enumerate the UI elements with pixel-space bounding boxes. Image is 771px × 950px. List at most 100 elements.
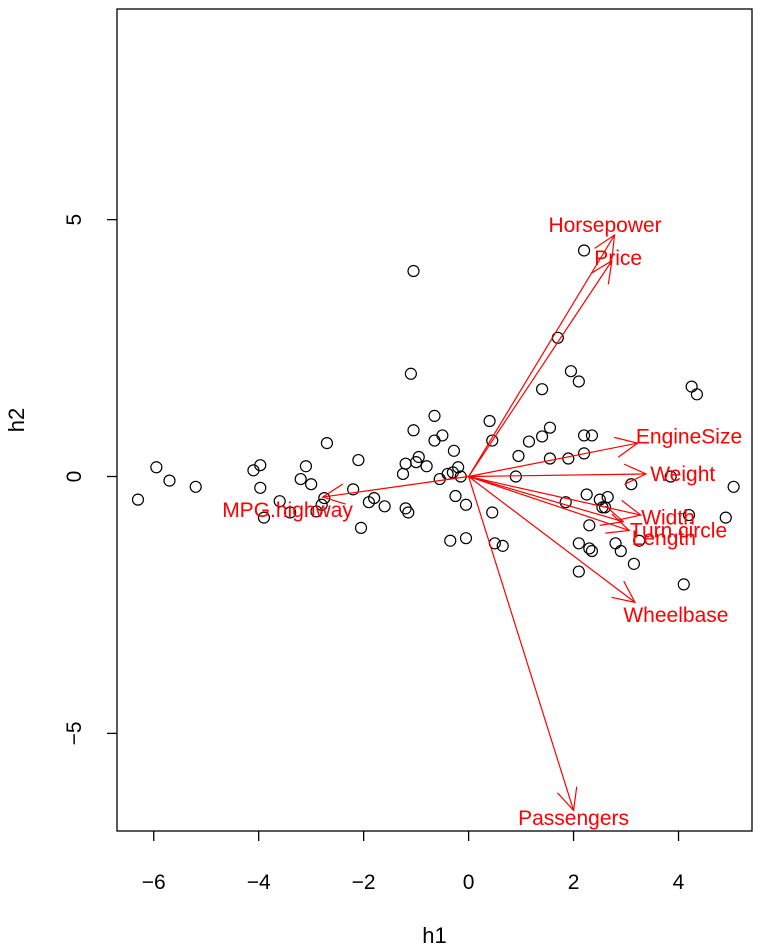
observation-point	[719, 511, 732, 524]
observation-point	[543, 421, 557, 434]
observation-point	[614, 544, 627, 558]
observation-point	[347, 483, 360, 496]
observation-point	[627, 557, 641, 570]
observation-point	[577, 429, 591, 442]
x-axis: −6 −4 −2 0 2 4	[142, 831, 685, 894]
variable-label: MPG.highway	[222, 499, 353, 522]
x-tick-label: 0	[463, 871, 475, 894]
observation-point	[682, 508, 696, 522]
observation-point	[299, 460, 313, 473]
observation-point	[320, 437, 334, 450]
y-tick-label: 0	[63, 471, 86, 483]
variable-label: Price	[594, 247, 642, 270]
observation-point	[378, 500, 391, 513]
observation-point	[189, 480, 202, 493]
observation-point	[407, 424, 420, 437]
variable-labels: Horsepower Price EngineSize Weight WidthTurn…	[222, 214, 742, 830]
variable-label: Wheelbase	[623, 604, 728, 627]
arrow-price	[468, 259, 613, 477]
observation-point	[368, 491, 381, 505]
y-tick-label: −5	[63, 721, 86, 745]
observation-point	[433, 472, 446, 486]
observation-point	[428, 409, 441, 422]
observation-point	[354, 521, 368, 534]
observation-point	[318, 491, 331, 505]
arrow-enginesize	[468, 436, 639, 478]
observation-point	[625, 478, 638, 491]
observation-point	[535, 430, 549, 443]
observation-point	[572, 375, 585, 388]
observation-point	[677, 578, 690, 591]
observation-point	[452, 461, 465, 474]
observation-point	[496, 539, 509, 552]
observation-point	[254, 481, 267, 494]
observation-point	[483, 414, 496, 428]
observation-point	[447, 444, 461, 457]
x-tick-label: −4	[247, 871, 271, 894]
y-axis-label: h2	[4, 408, 29, 432]
observation-point	[254, 459, 267, 472]
arrow-wheelbase	[468, 476, 637, 604]
observation-point	[577, 447, 591, 460]
observation-point	[609, 537, 622, 550]
observation-point	[535, 383, 549, 396]
arrow-width	[468, 475, 643, 521]
arrow-length	[468, 475, 631, 534]
observation-point	[420, 460, 433, 473]
observation-point	[399, 457, 412, 470]
y-axis: −5 0 5	[63, 214, 117, 745]
variable-label: Horsepower	[548, 214, 661, 237]
observation-point	[685, 380, 698, 393]
observation-point	[580, 488, 593, 501]
variable-label: EngineSize	[636, 425, 742, 448]
observation-point	[690, 388, 703, 401]
plot-frame	[116, 8, 753, 832]
observation-point	[727, 480, 740, 493]
observation-point	[585, 544, 599, 558]
observation-point	[399, 502, 412, 515]
observation-point	[512, 449, 525, 463]
observation-point	[572, 565, 585, 578]
observation-point	[522, 435, 536, 448]
observation-point	[436, 429, 449, 442]
observation-point	[585, 429, 599, 442]
observation-point	[294, 472, 307, 486]
variable-label: Width	[641, 507, 695, 530]
variable-label: Length	[632, 527, 696, 550]
observation-point	[559, 496, 572, 509]
x-axis-label: h1	[422, 923, 446, 948]
observation-point	[664, 470, 677, 483]
observation-point	[396, 467, 410, 481]
variable-label: Weight	[650, 463, 715, 486]
variable-arrows	[321, 233, 648, 812]
observation-point	[428, 434, 441, 447]
observation-point	[486, 434, 499, 447]
observation-point	[577, 244, 591, 257]
observation-point	[273, 495, 286, 508]
observation-point	[509, 470, 522, 483]
observation-point	[601, 490, 614, 504]
arrow-mpg-highway	[321, 475, 469, 505]
observation-point	[404, 367, 417, 380]
observation-point	[315, 498, 328, 511]
observation-point	[449, 489, 462, 503]
observation-point	[412, 450, 425, 464]
observation-point	[402, 506, 415, 519]
observation-point	[572, 537, 585, 550]
observation-point	[407, 264, 420, 278]
observation-point	[633, 534, 646, 547]
observation-point	[459, 532, 473, 545]
observation-point	[564, 365, 578, 378]
variable-label: Turn.circle	[630, 519, 727, 542]
y-tick-label: 5	[63, 214, 86, 226]
arrow-turn-circle	[468, 475, 625, 526]
variable-label: Passengers	[518, 807, 629, 830]
arrow-passengers	[468, 476, 578, 812]
observation-point	[562, 452, 575, 465]
observation-point	[131, 493, 145, 506]
observation-point	[543, 452, 557, 465]
x-tick-label: −6	[142, 871, 166, 894]
arrow-weight	[468, 463, 648, 485]
observation-point	[486, 506, 499, 519]
